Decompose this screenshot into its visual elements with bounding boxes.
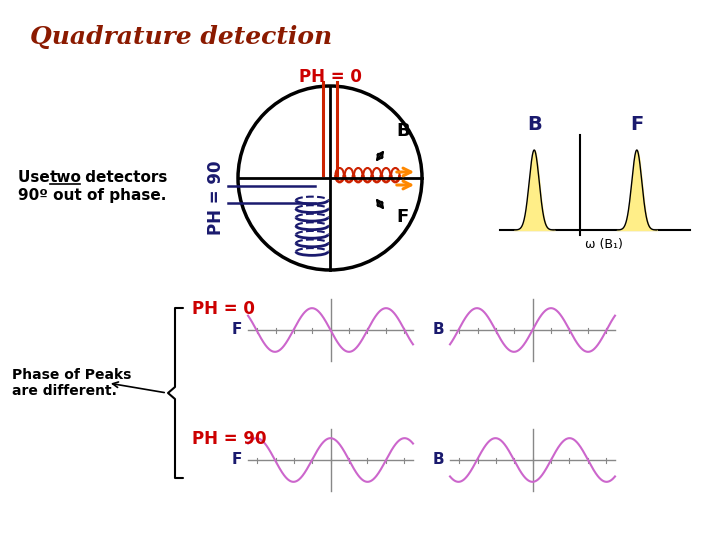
Text: B: B xyxy=(527,115,541,134)
Text: 90º out of phase.: 90º out of phase. xyxy=(18,188,166,203)
Text: PH = 0: PH = 0 xyxy=(192,300,255,318)
Text: PH = 90: PH = 90 xyxy=(207,161,225,235)
Text: Quadrature detection: Quadrature detection xyxy=(30,25,332,49)
Text: Use: Use xyxy=(18,170,55,185)
Text: B: B xyxy=(433,322,444,338)
Text: ω (B₁): ω (B₁) xyxy=(585,238,623,251)
Text: detectors: detectors xyxy=(80,170,167,185)
Text: F: F xyxy=(630,115,644,134)
Text: are different.: are different. xyxy=(12,384,117,398)
Text: F: F xyxy=(232,453,242,468)
Text: PH = 0: PH = 0 xyxy=(299,68,361,86)
Text: two: two xyxy=(50,170,82,185)
Text: B: B xyxy=(396,122,410,140)
Text: Phase of Peaks: Phase of Peaks xyxy=(12,368,131,382)
Text: F: F xyxy=(232,322,242,338)
Text: F: F xyxy=(396,208,408,226)
Text: PH = 90: PH = 90 xyxy=(192,430,266,448)
Text: B: B xyxy=(433,453,444,468)
